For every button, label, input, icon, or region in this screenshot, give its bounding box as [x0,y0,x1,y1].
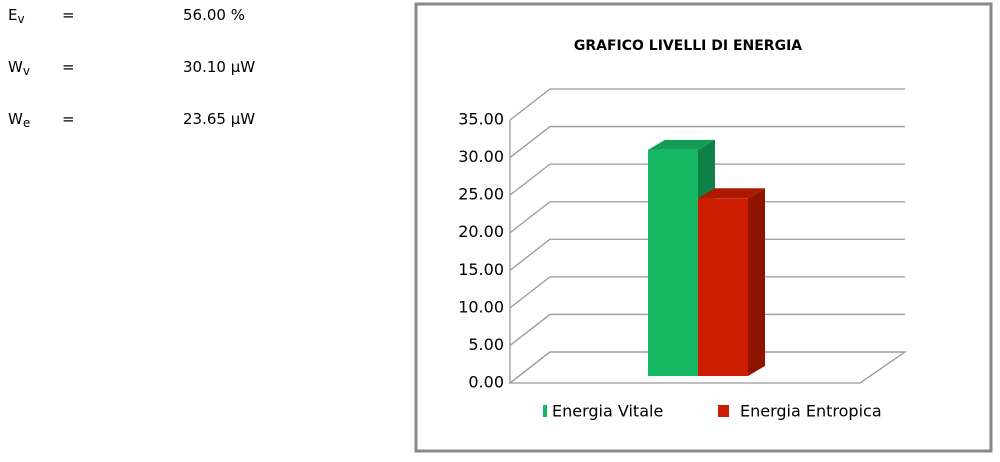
grid-line [509,201,905,234]
value-unit: μW [230,58,256,76]
legend-label: Energia Vitale [552,402,663,421]
value-unit: μW [230,110,256,128]
y-tick-label: 5.00 [468,335,504,354]
variable-row: Ev = 56.00 % [0,6,300,30]
grid-line [509,238,905,271]
symbol-subscript: e [22,116,31,130]
legend-swatch [718,405,729,417]
symbol-letter: E [8,6,18,24]
bar-top [698,188,765,199]
symbol-subscript: v [22,64,30,78]
grid-line [509,351,905,384]
variable-row: We = 23.65 μW [0,110,300,134]
y-tick-label: 10.00 [458,297,504,316]
variable-row: Wv = 30.10 μW [0,58,300,82]
equals: = [62,58,75,76]
y-tick-label: 30.00 [458,147,504,166]
symbol-letter: W [8,110,23,128]
chart-title: GRAFICO LIVELLI DI ENERGIA [574,38,802,54]
grid-line [509,163,905,196]
value-unit: % [230,6,245,24]
bar [698,198,748,376]
equals: = [62,6,75,24]
value: 23.65 μW [183,110,255,128]
symbol: Ev [8,6,25,26]
y-tick-label: 35.00 [458,110,504,129]
legend-swatch [543,405,547,417]
grid-line [509,313,905,346]
bar [648,149,698,376]
y-tick-label: 15.00 [458,260,504,279]
grid-line [509,125,905,159]
symbol-letter: W [8,58,23,76]
value: 56.00 % [183,6,245,24]
legend-label: Energia Entropica [740,402,882,421]
value-number: 30.10 [183,58,226,76]
equals: = [62,110,75,128]
bar-top [648,139,715,150]
value: 30.10 μW [183,58,255,76]
grid-line [509,88,905,121]
value-number: 23.65 [183,110,226,128]
y-tick-label: 0.00 [468,373,504,392]
bar-side [748,188,765,376]
symbol: We [8,110,30,130]
grid-line [509,276,905,309]
symbol: Wv [8,58,30,78]
symbol-subscript: v [17,12,25,26]
y-tick-label: 25.00 [458,185,504,204]
y-tick-label: 20.00 [458,222,504,241]
value-number: 56.00 [183,6,226,24]
